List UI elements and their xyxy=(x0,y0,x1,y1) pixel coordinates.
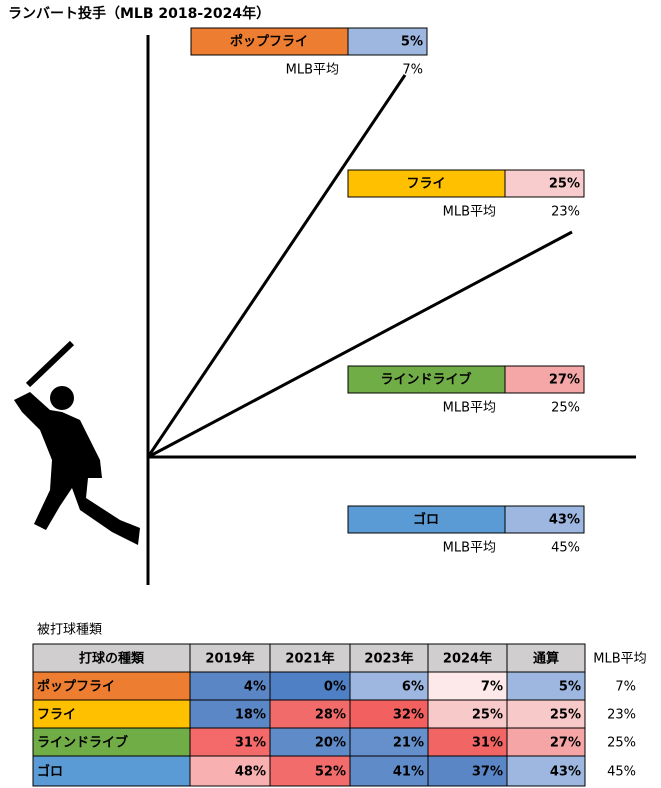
cell xyxy=(506,755,586,787)
mlb-value: 23% xyxy=(551,205,580,220)
zone-label-box xyxy=(190,27,349,56)
mlb-value: 25% xyxy=(551,401,580,416)
zone-value-box xyxy=(504,365,585,394)
cell-value: 31% xyxy=(472,736,503,751)
trajectory-line xyxy=(147,230,573,459)
cell xyxy=(32,699,191,729)
zone-value: 43% xyxy=(549,513,580,528)
header-text: 2024年 xyxy=(443,651,492,667)
zone-value: 27% xyxy=(549,373,580,388)
zone-value-box xyxy=(347,27,428,56)
cell-value: 31% xyxy=(235,736,266,751)
header-cell xyxy=(269,643,351,673)
row-label: ゴロ xyxy=(37,764,63,780)
cell-value: 43% xyxy=(550,765,581,780)
header-cell xyxy=(349,643,429,673)
cell-value: 21% xyxy=(393,736,424,751)
zone-value-box xyxy=(504,169,585,198)
header-text: 2023年 xyxy=(364,651,413,667)
cell-value: 4% xyxy=(244,680,266,695)
mlb-label: MLB平均 xyxy=(443,401,496,416)
zone-label: ポップフライ xyxy=(230,34,308,50)
mlb-label: MLB平均 xyxy=(443,205,496,220)
cell-value: 7% xyxy=(481,680,503,695)
trajectory-line xyxy=(146,74,407,458)
cell-value: 18% xyxy=(235,708,266,723)
header-text: 2019年 xyxy=(205,651,254,667)
cell-value: 20% xyxy=(315,736,346,751)
cell xyxy=(269,671,351,701)
cell-value: 37% xyxy=(472,765,503,780)
cell xyxy=(506,699,586,729)
cell xyxy=(506,671,586,701)
cell-value: 25% xyxy=(472,708,503,723)
header-text: MLB平均 xyxy=(593,652,646,667)
zone-label: フライ xyxy=(406,177,445,192)
header-text: 2021年 xyxy=(285,651,334,667)
zone-label-box xyxy=(347,169,506,198)
zone-value: 5% xyxy=(401,35,423,50)
cell-value: 48% xyxy=(235,765,266,780)
mlb-cell: 7% xyxy=(615,680,636,695)
zone-label: ラインドライブ xyxy=(380,372,471,388)
row-label: ラインドライブ xyxy=(37,735,128,751)
mlb-label: MLB平均 xyxy=(443,541,496,556)
cell xyxy=(349,727,429,757)
zone-value: 25% xyxy=(549,177,580,192)
cell xyxy=(269,755,351,787)
title: ランバート投手（MLB 2018-2024年） xyxy=(8,5,270,22)
cell-value: 52% xyxy=(315,765,346,780)
batter-silhouette xyxy=(14,340,140,545)
cell xyxy=(32,671,191,701)
cell xyxy=(349,699,429,729)
row-label: フライ xyxy=(37,708,76,723)
mlb-cell: 23% xyxy=(607,708,636,723)
cell-value: 27% xyxy=(550,736,581,751)
cell-value: 25% xyxy=(550,708,581,723)
cell xyxy=(32,755,191,787)
mlb-cell: 45% xyxy=(607,765,636,780)
mlb-value: 7% xyxy=(402,63,423,78)
cell xyxy=(32,727,191,757)
header-text: 通算 xyxy=(533,651,559,667)
mlb-cell: 25% xyxy=(607,736,636,751)
cell-value: 6% xyxy=(402,680,424,695)
header-text: 打球の種類 xyxy=(79,651,145,667)
table-caption: 被打球種類 xyxy=(37,622,102,638)
header-cell xyxy=(506,643,586,673)
row-label: ポップフライ xyxy=(37,679,115,695)
cell-value: 32% xyxy=(393,708,424,723)
cell xyxy=(189,699,271,729)
zone-value-box xyxy=(504,505,585,534)
cell xyxy=(269,699,351,729)
zone-label-box xyxy=(347,505,506,534)
cell-value: 5% xyxy=(559,680,581,695)
cell-value: 41% xyxy=(393,765,424,780)
cell-value: 0% xyxy=(324,680,346,695)
cell-value: 28% xyxy=(315,708,346,723)
mlb-value: 45% xyxy=(551,541,580,556)
zone-label: ゴロ xyxy=(413,512,439,528)
cell xyxy=(427,727,508,757)
mlb-label: MLB平均 xyxy=(286,63,339,78)
cell xyxy=(349,755,429,787)
